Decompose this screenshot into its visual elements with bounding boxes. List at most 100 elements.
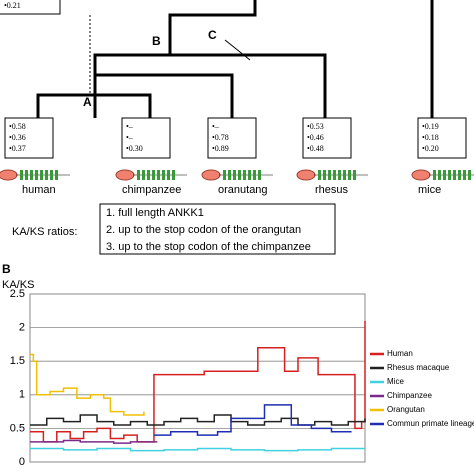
node-label: B [152, 34, 161, 48]
gene-icon [348, 170, 351, 180]
gene-icon [201, 169, 221, 181]
gene-icon [253, 170, 256, 180]
y-tick-label: 1.5 [10, 355, 25, 367]
legend-item: 2. up to the stop codon of the orangutan [106, 224, 301, 236]
plot-area [29, 293, 366, 463]
gene-icon [0, 169, 18, 181]
box-value: •0.20 [422, 144, 439, 153]
value-box [417, 117, 467, 159]
box-value: •0.58 [9, 122, 26, 131]
gene-icon [147, 170, 150, 180]
gene-icon [258, 170, 261, 180]
gene-icon [162, 170, 165, 180]
gene-icon [343, 170, 346, 180]
series-line [30, 414, 366, 426]
box-value: •0.30 [126, 144, 143, 153]
y-tick-label: 2 [19, 322, 25, 334]
gene-icon [238, 170, 241, 180]
legend-item: 3. up to the stop codon of the chimpanze… [106, 241, 311, 253]
species-label: oranutang [218, 184, 268, 196]
species-label: human [22, 184, 56, 196]
box-value: •– [126, 122, 134, 131]
branch [36, 93, 152, 118]
species-label: chimpanzee [122, 184, 181, 196]
y-tick-label: 2.5 [10, 288, 25, 300]
species-label: mice [418, 184, 441, 196]
y-axis-label: KA/KS [2, 279, 34, 291]
node-label: A [83, 95, 92, 109]
box-value: •0.36 [9, 133, 26, 142]
gene-icon [328, 170, 331, 180]
gene-icon [20, 170, 23, 180]
gene-icon [443, 170, 446, 180]
gene-icon [30, 170, 33, 180]
box-value: •0.89 [212, 144, 229, 153]
gene-icon [411, 169, 431, 181]
box-value: •0.37 [9, 144, 26, 153]
gene-icon [167, 170, 170, 180]
branch [95, 73, 234, 118]
legend-entry: Mice [387, 377, 404, 386]
legend-entry: Human [387, 349, 413, 358]
gene-icon [433, 170, 436, 180]
gene-icon [438, 170, 441, 180]
box-value: •0.18 [422, 133, 439, 142]
box-value: •0.19 [422, 122, 439, 131]
gene-icon [45, 170, 48, 180]
gene-icon [115, 169, 135, 181]
gene-icon [296, 169, 316, 181]
series-line [30, 447, 365, 452]
gene-icon [468, 170, 471, 180]
legend-entry: Chimpanzee [387, 391, 432, 400]
gene-icon [157, 170, 160, 180]
gene-icon [50, 170, 53, 180]
gene-icon [318, 170, 321, 180]
gene-icon [243, 170, 246, 180]
panel-label: B [2, 262, 11, 276]
gene-icon [453, 170, 456, 180]
value-box [4, 117, 54, 159]
value-box [302, 117, 352, 159]
species-label: rhesus [315, 184, 349, 196]
gene-icon [353, 170, 356, 180]
box-value: •0.21 [4, 1, 21, 10]
top-box [0, 0, 61, 15]
gene-icon [172, 170, 175, 180]
value-box [207, 117, 257, 159]
y-tick-label: 0 [19, 456, 25, 468]
gene-icon [448, 170, 451, 180]
gene-icon [333, 170, 336, 180]
gene-icon [137, 170, 140, 180]
gene-icon [25, 170, 28, 180]
box-value: •– [126, 133, 134, 142]
series-line [30, 439, 158, 444]
legend-entry: Rhesus macaque [387, 363, 450, 372]
gene-icon [463, 170, 466, 180]
gene-icon [233, 170, 236, 180]
gene-icon [55, 170, 58, 180]
gene-icon [142, 170, 145, 180]
legend-entry: Orangutan [387, 405, 425, 414]
node-label: C [208, 28, 217, 42]
gene-icon [40, 170, 43, 180]
y-tick-label: 0.5 [10, 422, 25, 434]
legend-label: KA/KS ratios: [12, 226, 77, 238]
legend-box [99, 203, 336, 255]
branch [93, 53, 327, 118]
y-tick-label: 1 [19, 389, 25, 401]
species-group: •0.58 •0.36 •0.37 human •– •– •0.30 chimpanzee •… [0, 117, 474, 196]
arrow [224, 39, 251, 61]
gene-icon [338, 170, 341, 180]
gene-icon [323, 170, 326, 180]
series-line [153, 404, 352, 436]
gene-icon [248, 170, 251, 180]
legend-entry: Commun primate lineage [387, 419, 474, 428]
branch [168, 0, 257, 55]
series-line [30, 320, 366, 443]
gene-icon [223, 170, 226, 180]
gene-icon [228, 170, 231, 180]
box-value: •0.48 [307, 144, 324, 153]
box-value: •– [212, 122, 220, 131]
series-line [30, 353, 145, 416]
